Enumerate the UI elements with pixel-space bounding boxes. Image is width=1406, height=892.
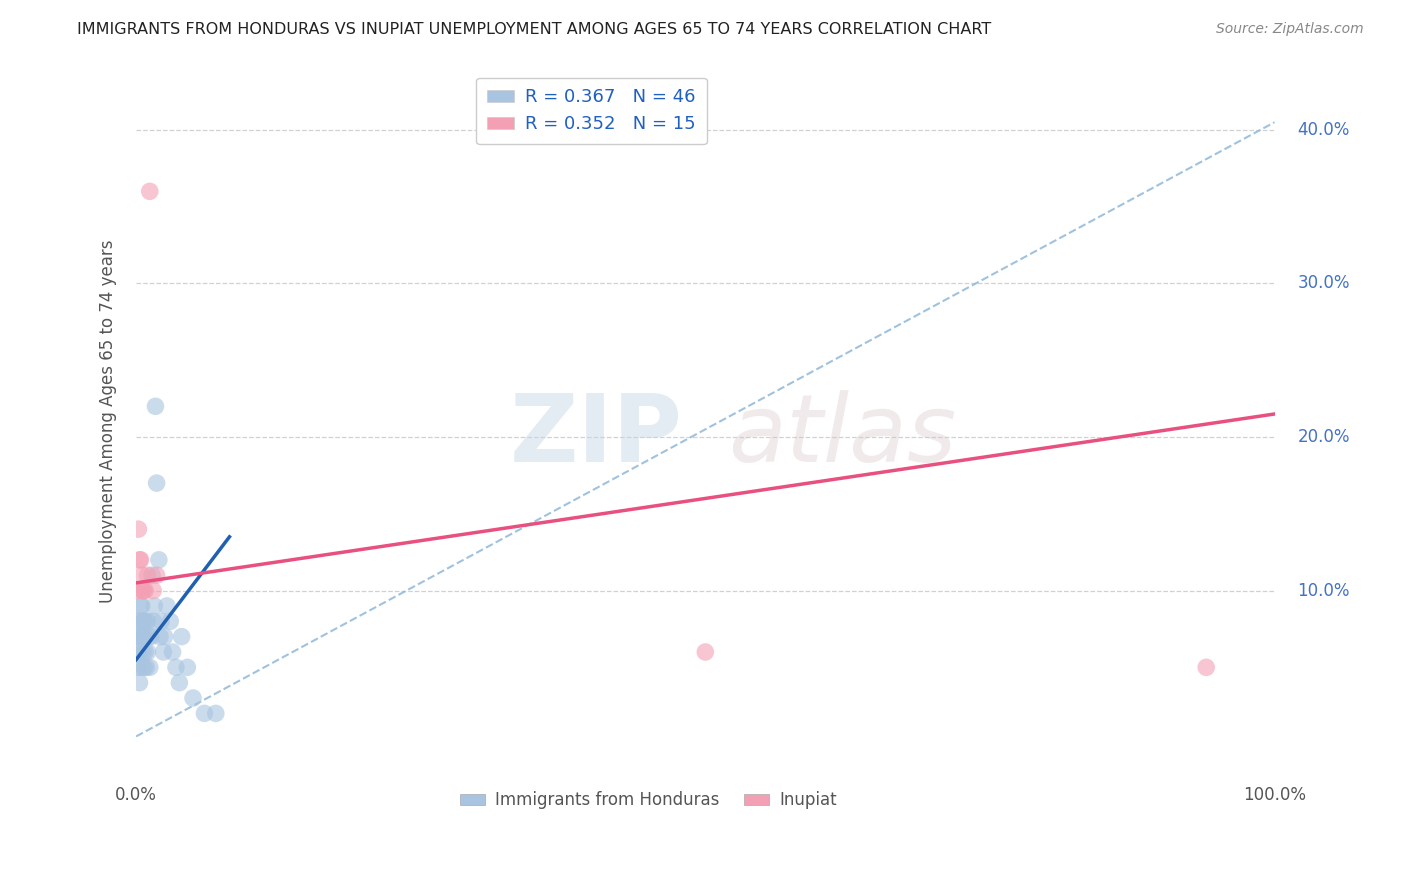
- Text: 40.0%: 40.0%: [1298, 121, 1350, 139]
- Point: [181, 691, 204, 706]
- Point: [148, 553, 170, 567]
- Point: [176, 660, 198, 674]
- Point: [131, 568, 153, 582]
- Point: [138, 630, 160, 644]
- Point: [127, 614, 149, 628]
- Point: [142, 614, 165, 628]
- Point: [135, 660, 157, 674]
- Point: [150, 614, 173, 628]
- Point: [136, 614, 159, 628]
- Text: 10.0%: 10.0%: [1298, 582, 1350, 599]
- Point: [145, 568, 167, 582]
- Point: [145, 400, 167, 414]
- Point: [152, 645, 174, 659]
- Legend: Immigrants from Honduras, Inupiat: Immigrants from Honduras, Inupiat: [453, 785, 844, 816]
- Point: [136, 568, 159, 582]
- Y-axis label: Unemployment Among Ages 65 to 74 years: Unemployment Among Ages 65 to 74 years: [100, 240, 117, 603]
- Point: [159, 614, 181, 628]
- Point: [134, 645, 156, 659]
- Point: [139, 185, 162, 199]
- Point: [132, 660, 155, 674]
- Point: [129, 599, 152, 613]
- Point: [141, 568, 163, 582]
- Point: [127, 645, 149, 659]
- Point: [135, 614, 157, 628]
- Point: [132, 614, 155, 628]
- Point: [131, 583, 153, 598]
- Point: [204, 706, 226, 721]
- Point: [131, 660, 153, 674]
- Point: [134, 583, 156, 598]
- Point: [193, 706, 215, 721]
- Point: [695, 645, 717, 659]
- Point: [128, 614, 150, 628]
- Text: ZIP: ZIP: [510, 390, 682, 482]
- Text: IMMIGRANTS FROM HONDURAS VS INUPIAT UNEMPLOYMENT AMONG AGES 65 TO 74 YEARS CORRE: IMMIGRANTS FROM HONDURAS VS INUPIAT UNEM…: [77, 22, 991, 37]
- Point: [139, 630, 162, 644]
- Text: 30.0%: 30.0%: [1298, 275, 1350, 293]
- Point: [149, 630, 172, 644]
- Point: [165, 660, 187, 674]
- Point: [156, 599, 179, 613]
- Point: [170, 630, 193, 644]
- Point: [127, 522, 149, 536]
- Point: [153, 630, 176, 644]
- Point: [162, 645, 184, 659]
- Point: [131, 630, 153, 644]
- Point: [1195, 660, 1218, 674]
- Text: Source: ZipAtlas.com: Source: ZipAtlas.com: [1216, 22, 1364, 37]
- Point: [131, 599, 153, 613]
- Point: [132, 583, 155, 598]
- Text: 20.0%: 20.0%: [1298, 428, 1350, 446]
- Point: [127, 630, 149, 644]
- Point: [132, 583, 155, 598]
- Point: [134, 630, 156, 644]
- Point: [145, 476, 167, 491]
- Point: [132, 614, 155, 628]
- Point: [128, 645, 150, 659]
- Point: [143, 599, 166, 613]
- Point: [142, 583, 165, 598]
- Point: [129, 553, 152, 567]
- Point: [139, 660, 162, 674]
- Point: [136, 645, 159, 659]
- Text: atlas: atlas: [728, 391, 956, 482]
- Point: [132, 645, 155, 659]
- Point: [169, 675, 191, 690]
- Point: [132, 630, 155, 644]
- Point: [129, 630, 152, 644]
- Point: [128, 553, 150, 567]
- Point: [127, 583, 149, 598]
- Point: [127, 660, 149, 674]
- Point: [128, 675, 150, 690]
